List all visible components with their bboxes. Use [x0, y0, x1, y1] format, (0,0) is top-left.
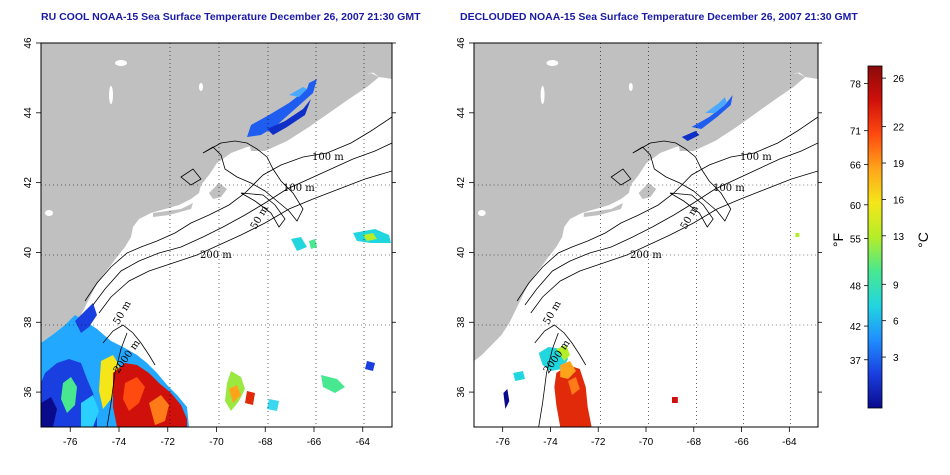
lon-tick-label: -72	[161, 437, 176, 448]
grid-lines	[474, 43, 818, 427]
celsius-tick-label: 22	[893, 123, 905, 134]
celsius-unit: °C	[915, 232, 931, 248]
depth-contours	[84, 116, 392, 427]
lat-tick-label: 44	[23, 107, 34, 119]
celsius-tick-label: 9	[893, 280, 899, 291]
long-island	[583, 203, 623, 217]
colorbar-gradient	[867, 65, 883, 409]
cape-cod	[638, 183, 657, 199]
map-panel-raw: 100 m 100 m 50 m 200 m 50 m 2000 m -76 -7…	[23, 37, 396, 448]
axis-ticks-declouded: -76 -74 -72 -70 -68 -66 -64 46 44 42 40 38 36	[456, 37, 822, 448]
lake	[45, 210, 53, 216]
celsius-tick-label: 3	[893, 353, 899, 364]
lon-tick-label: -72	[591, 437, 606, 448]
lat-tick-label: 42	[23, 177, 34, 189]
fahrenheit-tick-label: 55	[850, 234, 862, 245]
lake	[628, 83, 633, 91]
map-panel-declouded: 100 m 100 m 50 m 200 m 50 m 2000 m -76 -7…	[456, 37, 822, 448]
lake	[477, 210, 486, 216]
land-mass	[474, 43, 818, 361]
lat-tick-label: 46	[23, 37, 34, 49]
lat-tick-label: 38	[456, 316, 467, 328]
axis-ticks-raw: -76 -74 -72 -70 -68 -66 -64 46 44 42 40 38 36	[23, 37, 396, 448]
fahrenheit-unit: °F	[830, 233, 846, 247]
lake	[199, 83, 203, 91]
lake	[546, 60, 559, 66]
lon-tick-label: -74	[543, 437, 558, 448]
fahrenheit-tick-label: 78	[850, 80, 862, 91]
lat-tick-label: 38	[23, 316, 34, 328]
lon-tick-label: -66	[307, 437, 322, 448]
lon-tick-label: -70	[209, 437, 224, 448]
lon-tick-label: -76	[495, 437, 510, 448]
fahrenheit-tick-label: 37	[850, 356, 862, 367]
celsius-tick-label: 16	[893, 195, 905, 206]
contour-label: 100 m	[312, 152, 344, 163]
contour-label: 100 m	[740, 152, 772, 163]
delaware-bay	[133, 271, 141, 287]
contour-label: 200 m	[630, 250, 662, 261]
lon-tick-label: -64	[356, 437, 371, 448]
fahrenheit-tick-label: 66	[850, 160, 862, 171]
contour-label: 100 m	[283, 183, 315, 194]
lat-tick-label: 46	[456, 37, 467, 49]
panel-title-declouded: DECLOUDED NOAA-15 Sea Surface Temperatur…	[460, 11, 858, 23]
celsius-tick-label: 26	[893, 74, 905, 85]
contour-label: 100 m	[713, 183, 745, 194]
fahrenheit-tick-label: 42	[850, 322, 862, 333]
colorbar-ticks: 26 22 19 16 13 9 6 3 78 71 66 60 55 48 42 37	[850, 74, 905, 367]
lon-tick-label: -70	[639, 437, 654, 448]
land-mass	[41, 43, 392, 361]
lon-tick-label: -68	[258, 437, 273, 448]
grid-lines	[41, 43, 392, 427]
long-island	[153, 203, 193, 217]
nova-scotia	[677, 73, 806, 151]
fahrenheit-tick-label: 71	[850, 127, 862, 138]
delaware-bay	[564, 271, 572, 287]
cape-breton	[797, 63, 818, 79]
celsius-tick-label: 6	[893, 317, 899, 328]
lake-champlain	[109, 86, 113, 104]
lon-tick-label: -68	[687, 437, 702, 448]
lat-tick-label: 36	[456, 386, 467, 398]
lon-tick-label: -76	[63, 437, 78, 448]
lake-champlain	[540, 86, 545, 104]
panel-title-raw: RU COOL NOAA-15 Sea Surface Temperature …	[41, 11, 421, 23]
celsius-tick-label: 13	[893, 232, 905, 243]
sst-patches-raw	[41, 79, 391, 427]
colorbar: 26 22 19 16 13 9 6 3 78 71 66 60 55 48 42 37 °F °C	[830, 65, 931, 409]
celsius-tick-label: 19	[893, 159, 905, 170]
nova-scotia	[249, 73, 379, 151]
lon-tick-label: -66	[734, 437, 749, 448]
lon-tick-label: -74	[112, 437, 127, 448]
lon-tick-label: -64	[782, 437, 797, 448]
contour-label: 200 m	[200, 250, 232, 261]
cape-cod	[209, 183, 227, 199]
lat-tick-label: 44	[456, 107, 467, 119]
fahrenheit-tick-label: 48	[850, 282, 862, 293]
depth-contours	[516, 116, 818, 427]
cape-breton	[371, 63, 392, 79]
lat-tick-label: 36	[23, 386, 34, 398]
lat-tick-label: 40	[23, 246, 34, 258]
lake	[115, 60, 127, 66]
fahrenheit-tick-label: 60	[850, 201, 862, 212]
coastal-fringe	[75, 303, 97, 333]
lat-tick-label: 40	[456, 246, 467, 258]
sst-patches-declouded	[503, 95, 800, 427]
lat-tick-label: 42	[456, 177, 467, 189]
